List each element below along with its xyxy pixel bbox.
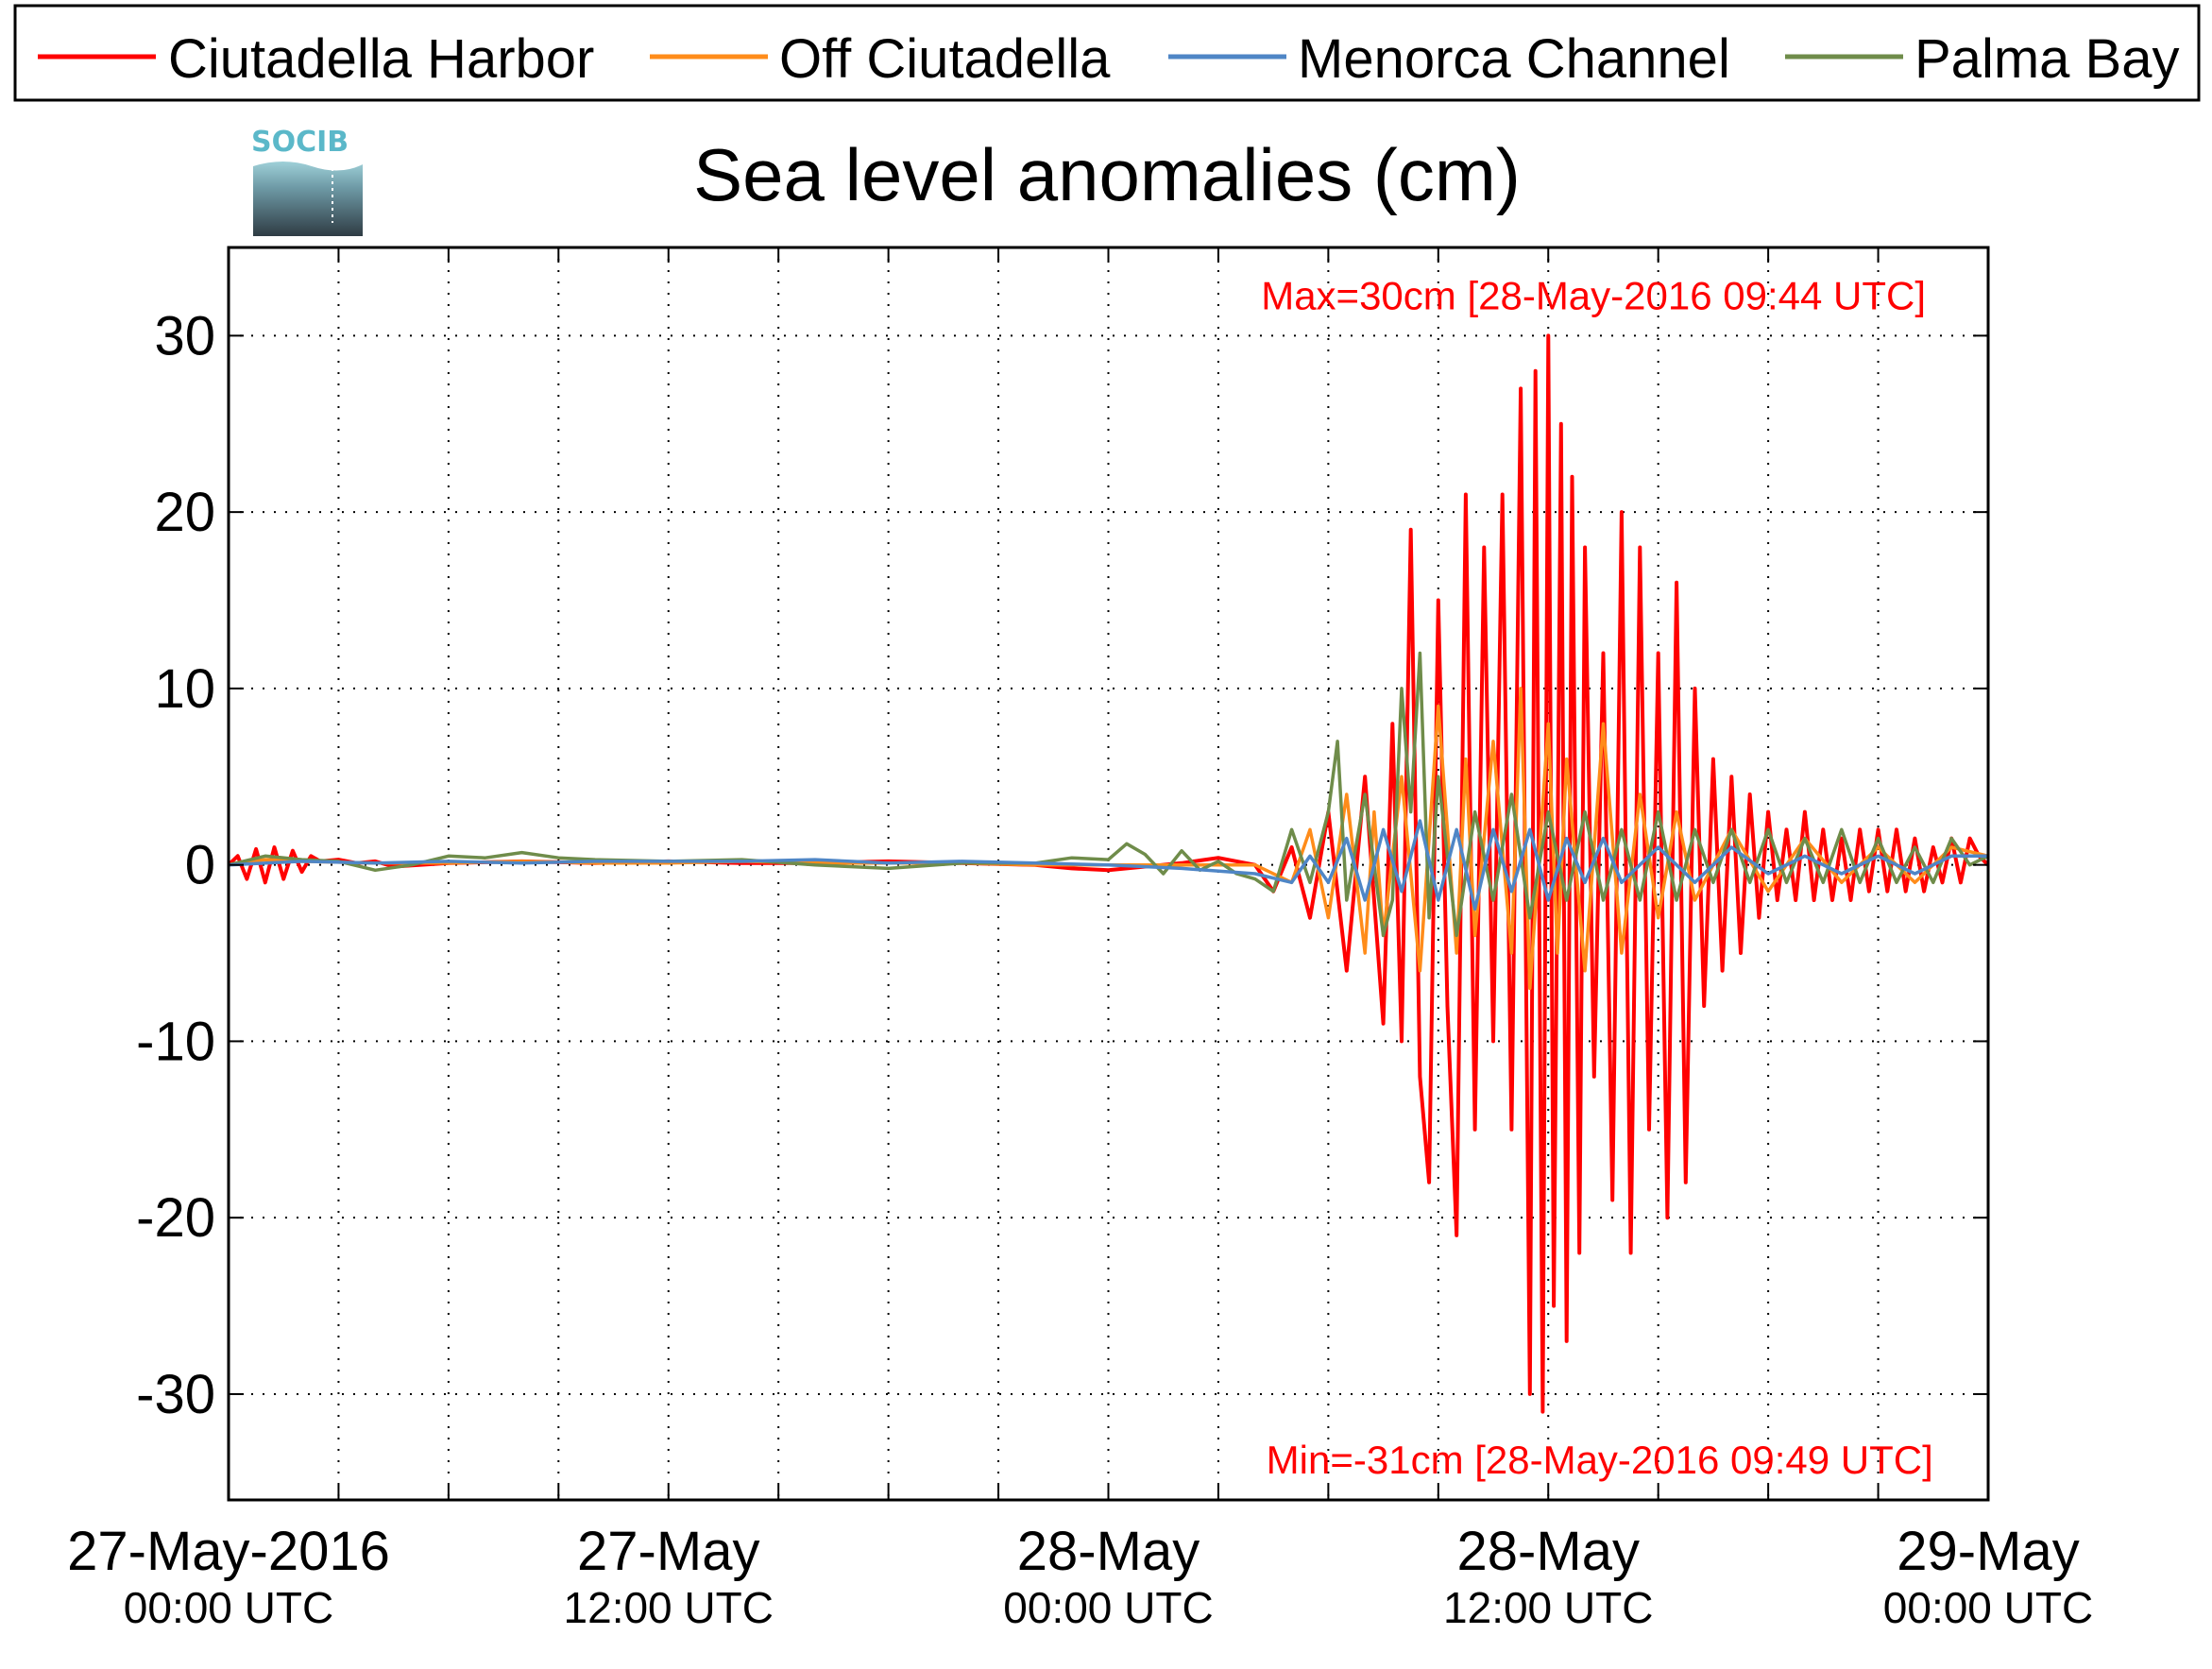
x-tick-label-date: 29-May	[1897, 1521, 2079, 1582]
max-annotation: Max=30cm [28-May-2016 09:44 UTC]	[1261, 273, 1926, 317]
grid	[229, 247, 1988, 1500]
x-tick-label-date: 28-May	[1457, 1521, 1640, 1582]
y-tick-label: 10	[154, 658, 215, 720]
x-tick-label-date: 27-May-2016	[67, 1521, 390, 1582]
y-tick-label: -20	[136, 1187, 215, 1249]
legend: Ciutadella Harbor Off Ciutadella Menorca…	[13, 4, 2201, 102]
x-tick-label-time: 00:00 UTC	[1003, 1583, 1213, 1632]
plot-frame	[227, 246, 1990, 1502]
y-tick-label: 0	[185, 835, 215, 896]
y-tick-label: -30	[136, 1364, 215, 1425]
y-tick-label: -10	[136, 1011, 215, 1072]
x-tick-label-date: 28-May	[1017, 1521, 1200, 1582]
socib-logo: SOCIB	[251, 126, 363, 236]
series-line-menorca-channel	[229, 819, 1988, 911]
logo-wave-block	[253, 162, 363, 236]
x-tick-label-time: 00:00 UTC	[1883, 1583, 2093, 1632]
x-tick-label-date: 27-May	[577, 1521, 759, 1582]
x-tick-label-time: 00:00 UTC	[124, 1583, 333, 1632]
legend-frame	[13, 4, 2201, 102]
legend-label-palma-bay: Palma Bay	[1914, 28, 2179, 90]
ticks	[229, 247, 1989, 1500]
annotations: Max=30cm [28-May-2016 09:44 UTC] Min=-31c…	[1261, 273, 1933, 1482]
series-layer	[229, 333, 1988, 1414]
x-tick-label-time: 12:00 UTC	[1443, 1583, 1653, 1632]
legend-label-menorca-channel: Menorca Channel	[1298, 28, 1730, 90]
y-tick-label: 30	[154, 305, 215, 366]
series-lines	[229, 333, 1988, 1414]
chart-title: Sea level anomalies (cm)	[693, 133, 1521, 216]
y-tick-label: 20	[154, 482, 215, 543]
x-tick-label-time: 12:00 UTC	[564, 1583, 774, 1632]
legend-label-off-ciutadella: Off Ciutadella	[779, 28, 1111, 90]
min-annotation: Min=-31cm [28-May-2016 09:49 UTC]	[1267, 1438, 1933, 1482]
logo-text: SOCIB	[251, 126, 349, 159]
legend-label-ciutadella-harbor: Ciutadella Harbor	[168, 28, 594, 90]
